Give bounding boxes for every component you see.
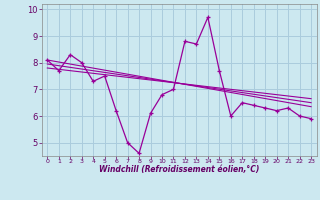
X-axis label: Windchill (Refroidissement éolien,°C): Windchill (Refroidissement éolien,°C): [99, 165, 260, 174]
